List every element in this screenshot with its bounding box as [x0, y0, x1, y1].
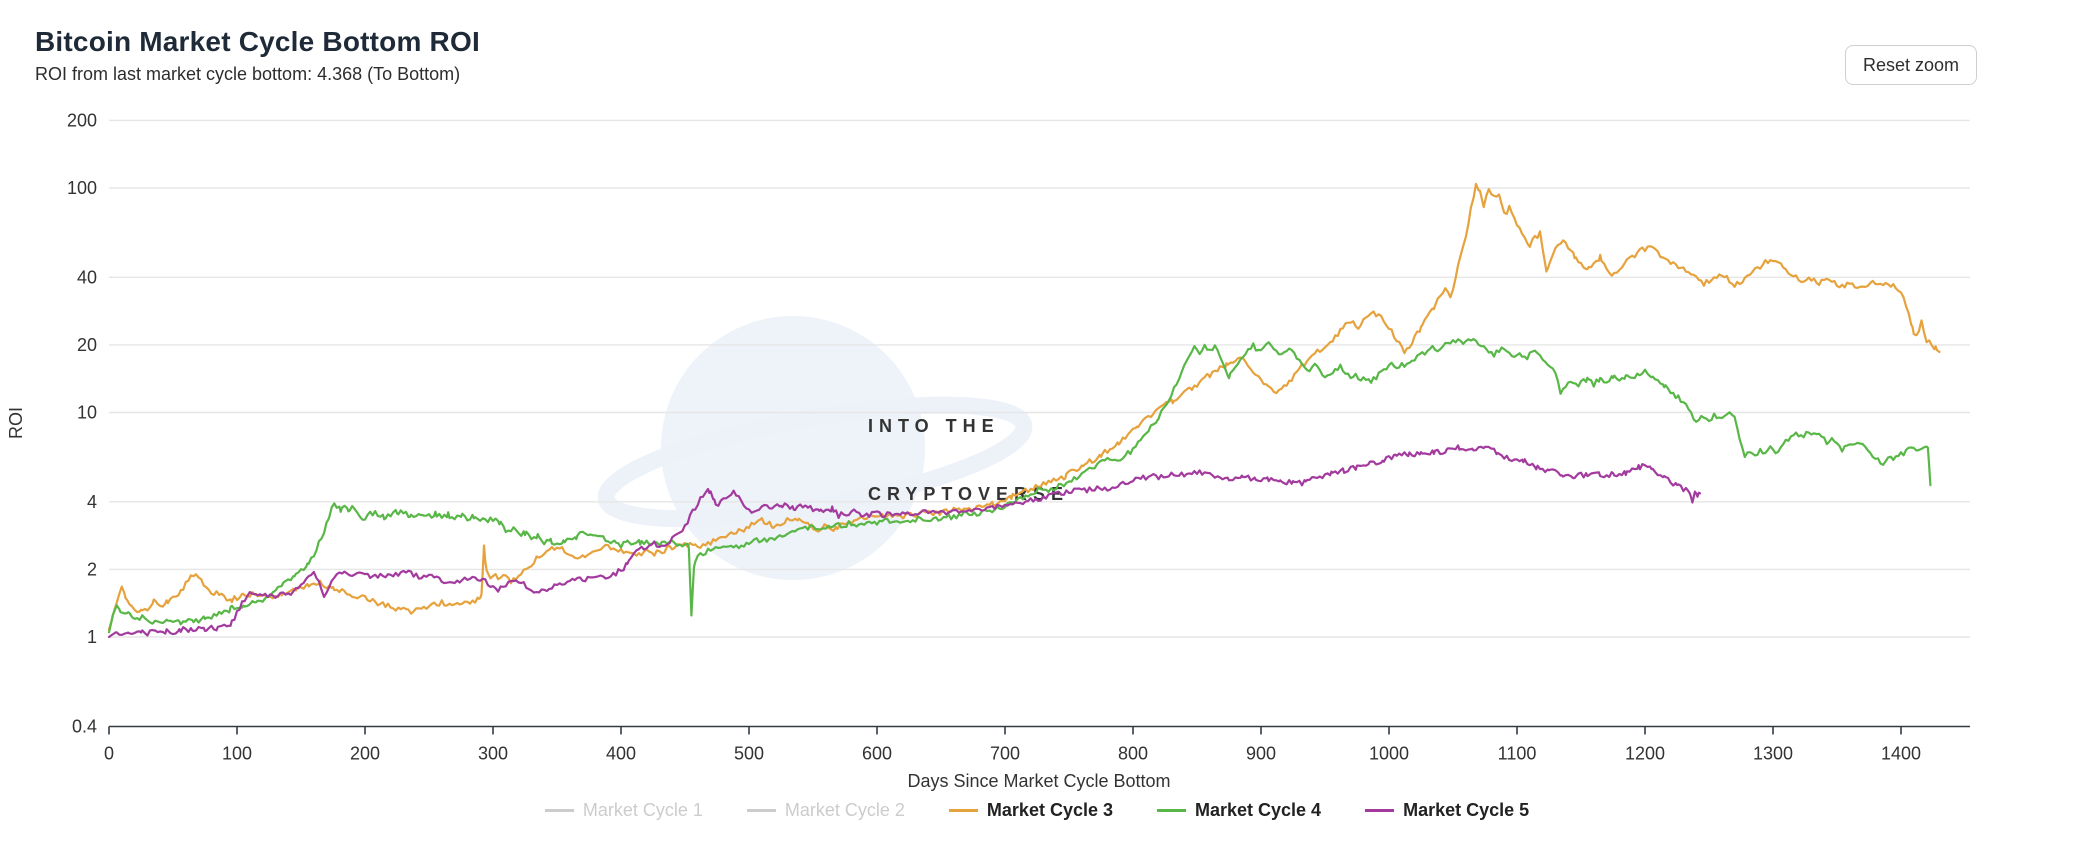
legend-item-market-cycle-3[interactable]: Market Cycle 3 [948, 800, 1113, 821]
series-lines [107, 182, 1941, 639]
watermark-text-line2: CRYPTOVERSE [868, 484, 1069, 504]
y-tick-label: 200 [67, 110, 97, 130]
legend-dash-icon [948, 809, 978, 812]
x-tick-label: 200 [350, 744, 380, 764]
x-tick-label: 400 [606, 744, 636, 764]
legend-dash-icon [746, 809, 776, 812]
y-axis-title: ROI [6, 407, 26, 439]
y-axis-labels: 0.4 1 2 4 10 20 40 100 200 [67, 110, 97, 736]
x-tick-label: 1100 [1498, 744, 1537, 764]
y-tick-label: 2 [87, 559, 97, 579]
chart-subtitle: ROI from last market cycle bottom: 4.368… [35, 64, 461, 84]
legend-item-market-cycle-1[interactable]: Market Cycle 1 [544, 800, 703, 821]
x-tick-label: 800 [1118, 744, 1148, 764]
series-path-market-cycle-4 [107, 338, 1932, 634]
x-tick-label: 1400 [1881, 744, 1921, 764]
legend-label: Market Cycle 1 [582, 800, 703, 820]
x-tick-label: 700 [990, 744, 1020, 764]
x-axis: 0 100 200 300 400 500 600 700 800 900 1000 1100 1200… [104, 725, 1970, 764]
y-tick-label: 40 [77, 267, 97, 287]
x-tick-label: 1200 [1625, 744, 1665, 764]
legend-label: Market Cycle 2 [784, 800, 905, 820]
legend-label: Market Cycle 5 [1403, 800, 1530, 820]
legend-item-market-cycle-4[interactable]: Market Cycle 4 [1157, 800, 1321, 821]
legend-dash-icon [1365, 809, 1395, 812]
x-tick-label: 600 [862, 744, 892, 764]
legend-item-market-cycle-2[interactable]: Market Cycle 2 [746, 800, 905, 821]
x-tick-label: 900 [1246, 744, 1276, 764]
reset-zoom-button[interactable]: Reset zoom [1844, 45, 1977, 85]
x-axis-title: Days Since Market Cycle Bottom [907, 771, 1170, 791]
x-tick-label: 1000 [1369, 744, 1409, 764]
y-tick-label: 1 [87, 627, 97, 647]
page-title: Bitcoin Market Cycle Bottom ROI [35, 26, 480, 57]
series-path-market-cycle-3 [107, 182, 1941, 631]
legend-item-market-cycle-5[interactable]: Market Cycle 5 [1365, 800, 1529, 821]
y-tick-label: 10 [77, 403, 97, 423]
gridlines [109, 119, 1970, 638]
watermark-text-line1: INTO THE [868, 416, 1000, 436]
legend-dash-icon [1157, 809, 1186, 812]
series-path-market-cycle-5 [107, 444, 1702, 639]
legend-dash-icon [544, 809, 574, 812]
x-tick-label: 1300 [1753, 744, 1793, 764]
watermark: INTO THE CRYPTOVERSE [597, 316, 1069, 580]
y-tick-label: 0.4 [72, 716, 97, 736]
y-tick-label: 4 [87, 492, 97, 512]
x-tick-label: 0 [104, 744, 114, 764]
y-tick-label: 100 [67, 178, 97, 198]
x-tick-label: 500 [734, 744, 764, 764]
watermark-ring-icon [597, 396, 1033, 528]
x-tick-label: 100 [222, 744, 252, 764]
legend-label: Market Cycle 4 [1195, 800, 1322, 820]
legend-label: Market Cycle 3 [986, 800, 1113, 820]
x-tick-label: 300 [478, 744, 508, 764]
legend: Market Cycle 1 Market Cycle 2 Market Cycle… [0, 800, 2074, 821]
y-tick-label: 20 [77, 335, 97, 355]
